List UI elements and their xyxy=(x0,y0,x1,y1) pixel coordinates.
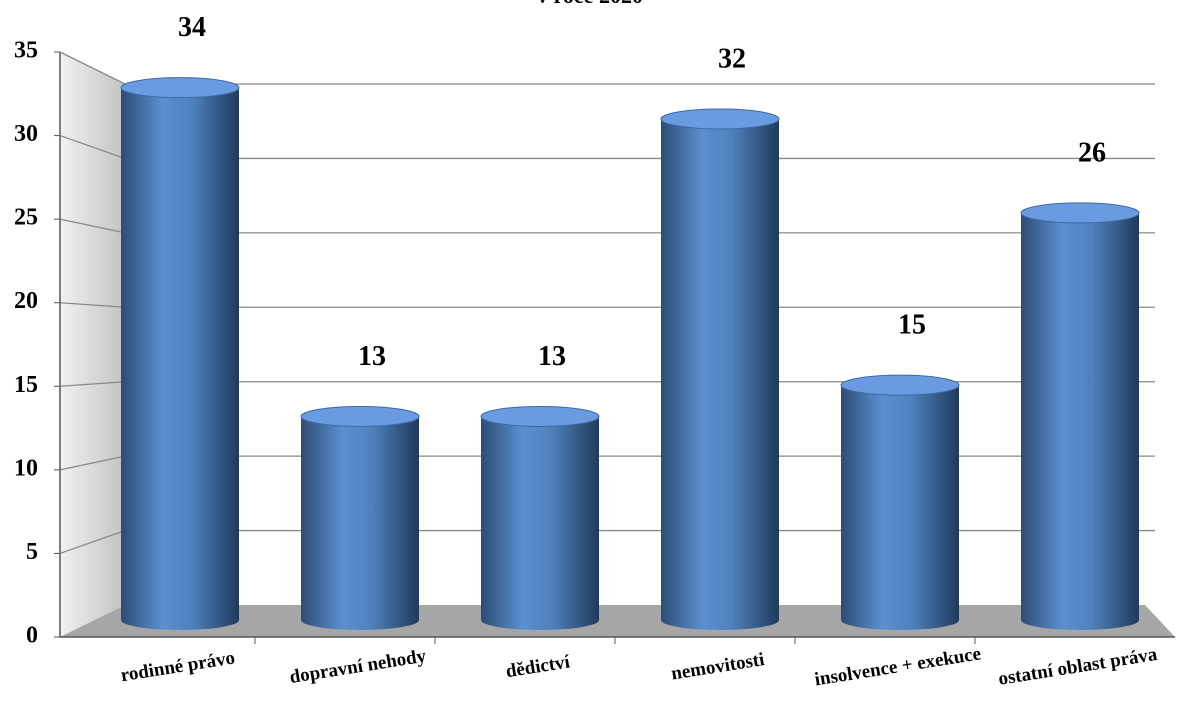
value-label: 34 xyxy=(178,12,206,43)
x-tick-label: dědictví xyxy=(504,651,572,682)
bar xyxy=(840,374,960,630)
y-tick-label: 25 xyxy=(14,205,38,231)
bar-part xyxy=(301,416,419,630)
bar-part xyxy=(840,374,960,396)
bar-part xyxy=(841,385,959,630)
y-tick-label: 15 xyxy=(14,372,38,398)
bar xyxy=(1020,202,1140,630)
y-tick-label: 30 xyxy=(14,121,38,147)
side-wall xyxy=(60,52,125,637)
bar-part xyxy=(121,87,239,630)
bar-part xyxy=(481,416,599,630)
x-tick-label: dopravní nehody xyxy=(288,646,428,688)
x-tick-label: nemovitosti xyxy=(670,649,766,684)
value-label: 26 xyxy=(1078,137,1106,168)
value-label: 32 xyxy=(718,43,746,74)
bar-part xyxy=(1021,212,1139,630)
bar-part xyxy=(120,77,240,99)
grid-line xyxy=(59,51,1155,85)
bar xyxy=(300,405,420,630)
chart-title: v roce 2020 xyxy=(537,0,643,8)
bar xyxy=(120,77,240,630)
bar-part xyxy=(480,405,600,427)
value-label: 15 xyxy=(898,310,926,341)
bar-part xyxy=(661,118,779,630)
value-label: 13 xyxy=(538,341,566,372)
bar-part xyxy=(300,405,420,427)
bar xyxy=(660,108,780,630)
bar-part xyxy=(660,108,780,130)
y-tick-label: 5 xyxy=(26,539,38,565)
value-label: 13 xyxy=(358,341,386,372)
y-tick-label: 20 xyxy=(14,288,38,314)
y-tick-label: 0 xyxy=(26,623,38,649)
bar xyxy=(480,405,600,630)
x-tick-label: insolvence + exekuce xyxy=(813,643,982,690)
x-tick-label: rodinné právo xyxy=(119,647,236,686)
bar-part xyxy=(1020,202,1140,224)
y-tick-label: 10 xyxy=(14,455,38,481)
y-tick-label: 35 xyxy=(14,38,38,64)
x-tick-label: ostatní oblast práva xyxy=(997,644,1159,690)
